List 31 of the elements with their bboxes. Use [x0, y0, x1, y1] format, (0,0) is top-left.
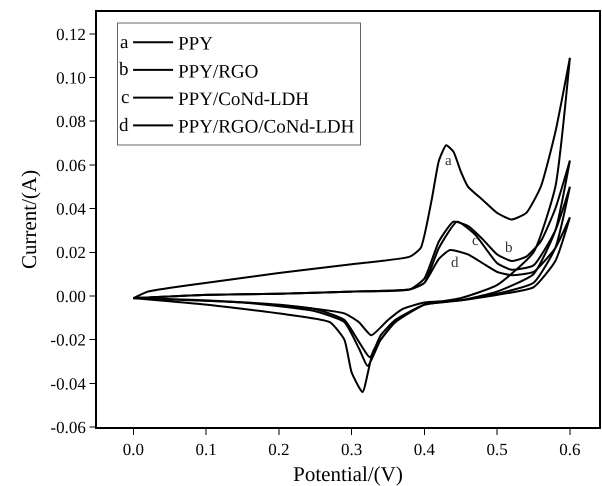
y-tick-label: 0.08 — [56, 112, 86, 132]
x-axis-title: Potential/(V) — [293, 462, 403, 486]
annotation: d — [451, 255, 459, 271]
x-tick-label: 0.5 — [486, 440, 508, 460]
text: a — [120, 32, 128, 53]
legend-label: PPY/RGO/CoNd-LDH — [178, 116, 355, 138]
y-tick-label: 0.02 — [56, 243, 86, 262]
annotation: b — [505, 240, 512, 256]
legend-label: PPY/CoNd-LDH — [178, 89, 310, 110]
x-tick-label: 0.3 — [341, 440, 362, 460]
y-tick-label: -0.04 — [50, 374, 86, 394]
text: c — [121, 87, 130, 108]
legend-label: PPY/RGO — [178, 61, 258, 82]
y-tick-label: -0.06 — [50, 418, 86, 437]
y-tick-label: 0.06 — [56, 156, 86, 175]
x-tick-label: 0.0 — [122, 440, 144, 460]
y-tick-label: -0.02 — [50, 330, 86, 350]
text: b — [119, 59, 128, 80]
x-tick-label: 0.6 — [559, 440, 581, 460]
y-tick-label: 0.04 — [56, 200, 86, 219]
text: d — [119, 115, 128, 136]
annotation: c — [472, 233, 479, 249]
x-tick-label: 0.2 — [268, 440, 290, 460]
x-tick-label: 0.1 — [196, 440, 217, 460]
y-tick-label: 0.10 — [56, 68, 86, 88]
x-tick-label: 0.4 — [414, 440, 436, 460]
y-axis-title: Current/(A) — [17, 170, 42, 270]
legend-label: PPY — [178, 34, 214, 55]
annotation: a — [445, 153, 452, 169]
y-tick-label: 0.00 — [56, 286, 86, 306]
y-tick-label: 0.12 — [56, 24, 86, 44]
